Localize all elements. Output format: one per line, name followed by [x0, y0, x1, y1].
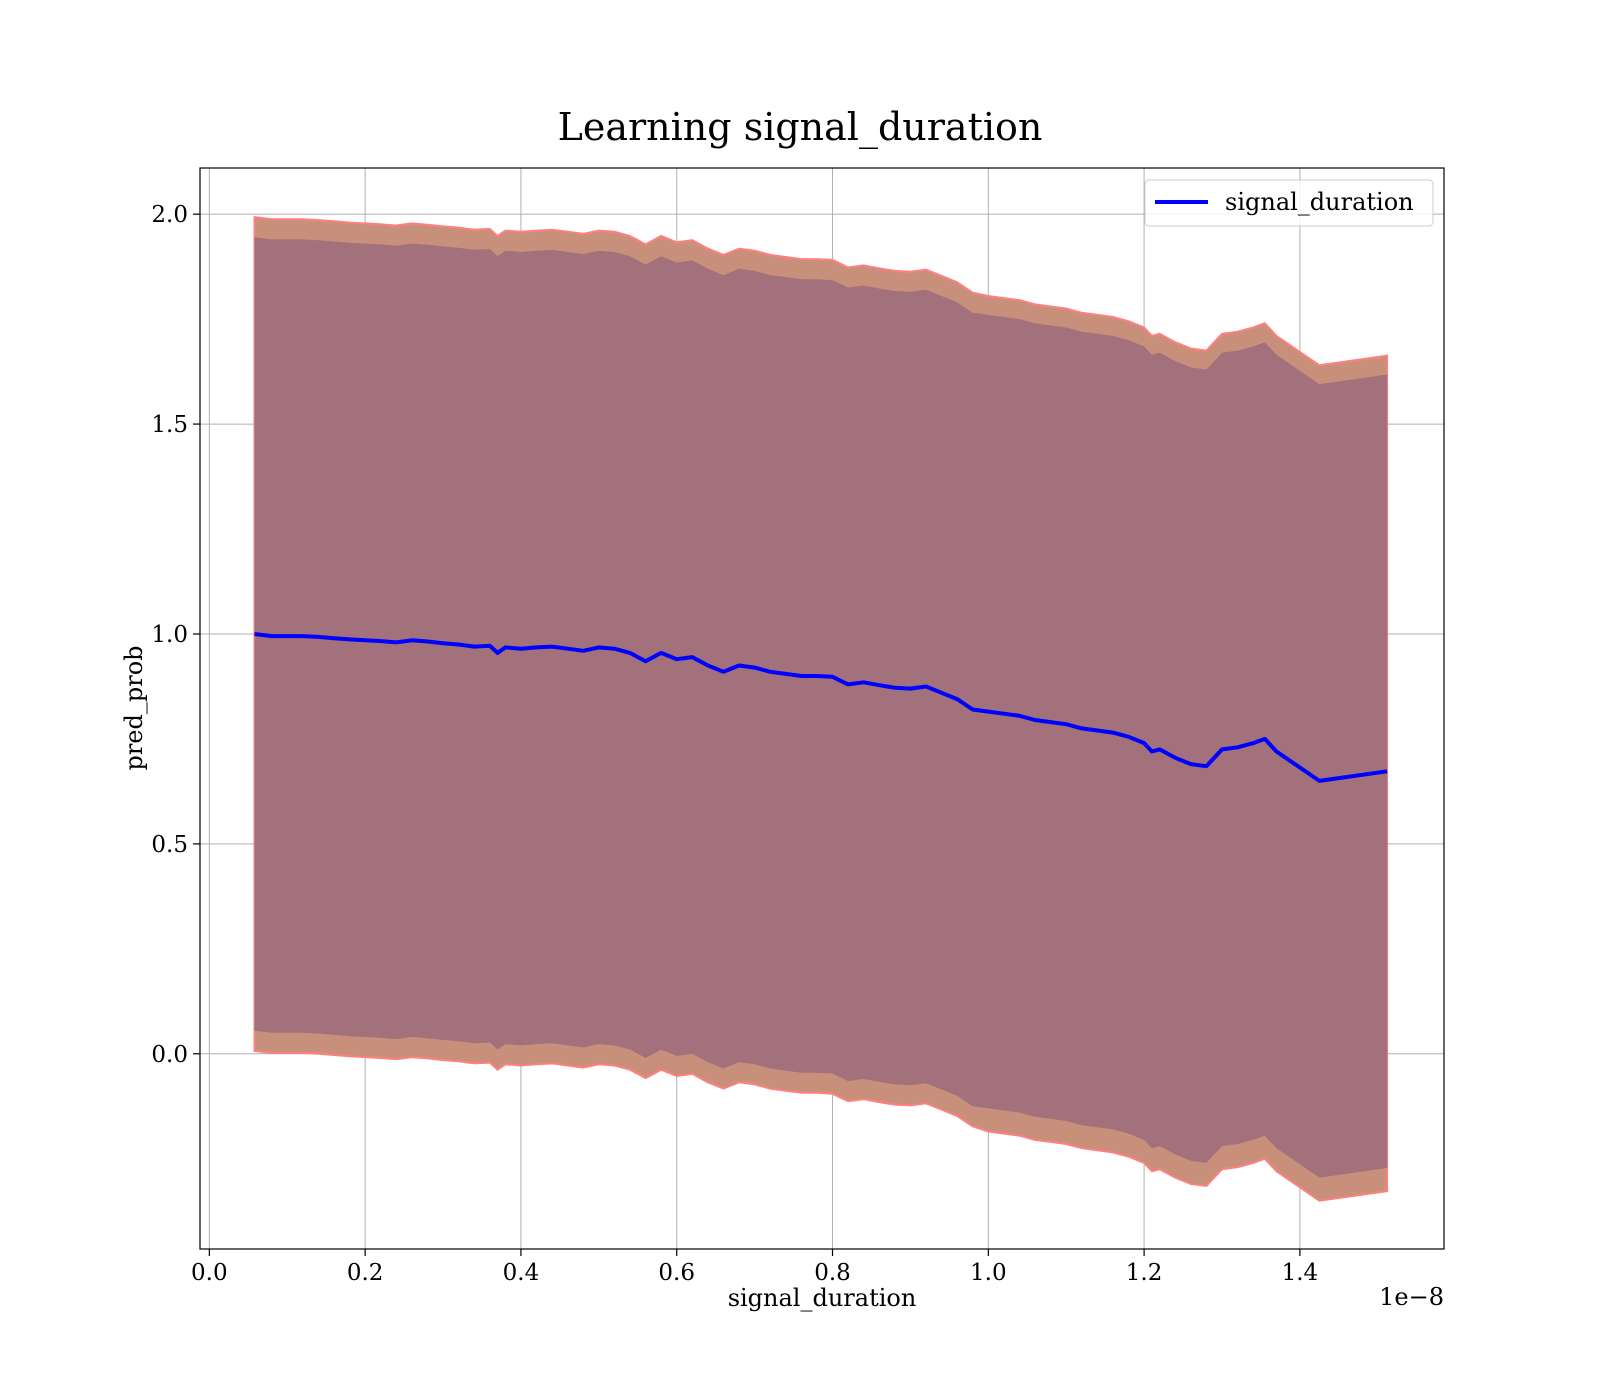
inner-confidence-band — [254, 237, 1388, 1178]
legend-box — [1144, 179, 1434, 227]
x-tick-label: 0.8 — [814, 1260, 851, 1286]
x-tick-label: 0.4 — [503, 1260, 540, 1286]
x-tick-label: 0.6 — [658, 1260, 695, 1286]
plot-frame — [199, 167, 1445, 1250]
legend-label-signal-duration: signal_duration — [1225, 188, 1414, 216]
y-tick-label: 0.0 — [151, 1042, 188, 1068]
x-axis-label: signal_duration — [728, 1284, 917, 1312]
uncertainty-bands — [253, 215, 1389, 1202]
series-line-signal-duration — [254, 632, 1388, 783]
x-tick-label: 0.2 — [347, 1260, 384, 1286]
series-lines — [254, 632, 1388, 783]
x-tick-label: 0.0 — [191, 1260, 228, 1286]
chart-title: Learning signal_duration — [558, 105, 1043, 150]
x-axis-ticks: 0.0 0.2 0.4 0.6 0.8 1.0 1.2 1.4 — [191, 1249, 1318, 1286]
x-tick-label: 1.2 — [1126, 1260, 1163, 1286]
x-tick-label: 1.0 — [970, 1260, 1007, 1286]
y-axis-ticks: 0.0 0.5 1.0 1.5 2.0 — [151, 202, 200, 1068]
y-tick-label: 2.0 — [151, 202, 188, 228]
x-tick-label: 1.4 — [1282, 1260, 1319, 1286]
legend: signal_duration — [1144, 179, 1434, 227]
y-tick-label: 1.0 — [151, 622, 188, 648]
y-axis-label: pred_prob — [120, 645, 148, 770]
x-axis-offset-text: 1e−8 — [1379, 1283, 1444, 1311]
y-tick-label: 1.5 — [151, 412, 188, 438]
y-tick-label: 0.5 — [151, 832, 188, 858]
